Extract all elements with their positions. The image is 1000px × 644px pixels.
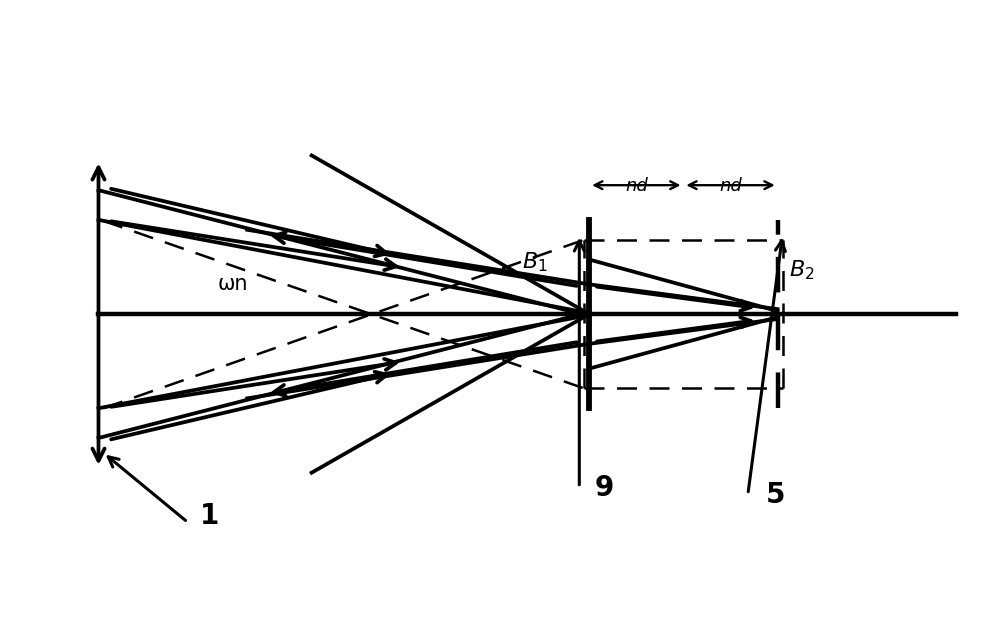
Text: 9: 9: [594, 475, 613, 502]
Text: 1: 1: [200, 502, 219, 530]
Text: $B_2$: $B_2$: [789, 259, 815, 282]
Text: $B_1$: $B_1$: [522, 251, 547, 274]
Text: nd: nd: [625, 177, 648, 195]
Text: ωn: ωn: [217, 274, 248, 294]
Text: nd: nd: [719, 177, 742, 195]
Text: 5: 5: [766, 481, 785, 509]
